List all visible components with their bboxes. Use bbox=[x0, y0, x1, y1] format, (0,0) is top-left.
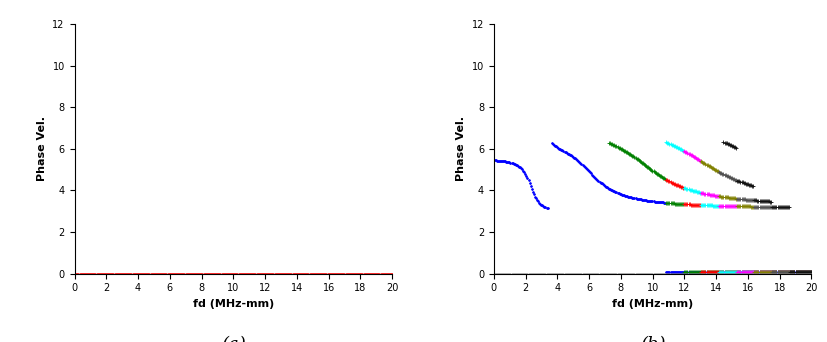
Text: (a): (a) bbox=[221, 336, 246, 342]
Text: (b): (b) bbox=[639, 336, 665, 342]
Y-axis label: Phase Vel.: Phase Vel. bbox=[456, 116, 466, 181]
X-axis label: fd (MHz-mm): fd (MHz-mm) bbox=[193, 299, 274, 309]
Y-axis label: Phase Vel.: Phase Vel. bbox=[37, 116, 47, 181]
X-axis label: fd (MHz-mm): fd (MHz-mm) bbox=[611, 299, 692, 309]
